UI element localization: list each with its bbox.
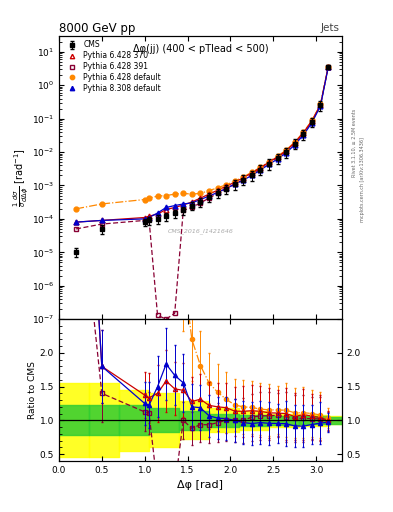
Text: Jets: Jets [320, 23, 339, 33]
Text: CMS_2016_I1421646: CMS_2016_I1421646 [167, 228, 233, 234]
Legend: CMS, Pythia 6.428 370, Pythia 6.428 391, Pythia 6.428 default, Pythia 8.308 defa: CMS, Pythia 6.428 370, Pythia 6.428 391,… [63, 39, 162, 94]
Y-axis label: $\frac{1}{\sigma}\frac{d\sigma}{d\Delta\phi}$ [rad$^{-1}$]: $\frac{1}{\sigma}\frac{d\sigma}{d\Delta\… [11, 148, 30, 207]
Text: Rivet 3.1.10, ≥ 2.5M events: Rivet 3.1.10, ≥ 2.5M events [352, 109, 357, 178]
Text: mcplots.cern.ch [arXiv:1306.3436]: mcplots.cern.ch [arXiv:1306.3436] [360, 137, 365, 222]
Text: Δφ(jj) (400 < pTlead < 500): Δφ(jj) (400 < pTlead < 500) [132, 45, 268, 54]
Y-axis label: Ratio to CMS: Ratio to CMS [28, 361, 37, 419]
Text: 8000 GeV pp: 8000 GeV pp [59, 22, 135, 35]
X-axis label: Δφ [rad]: Δφ [rad] [177, 480, 224, 490]
